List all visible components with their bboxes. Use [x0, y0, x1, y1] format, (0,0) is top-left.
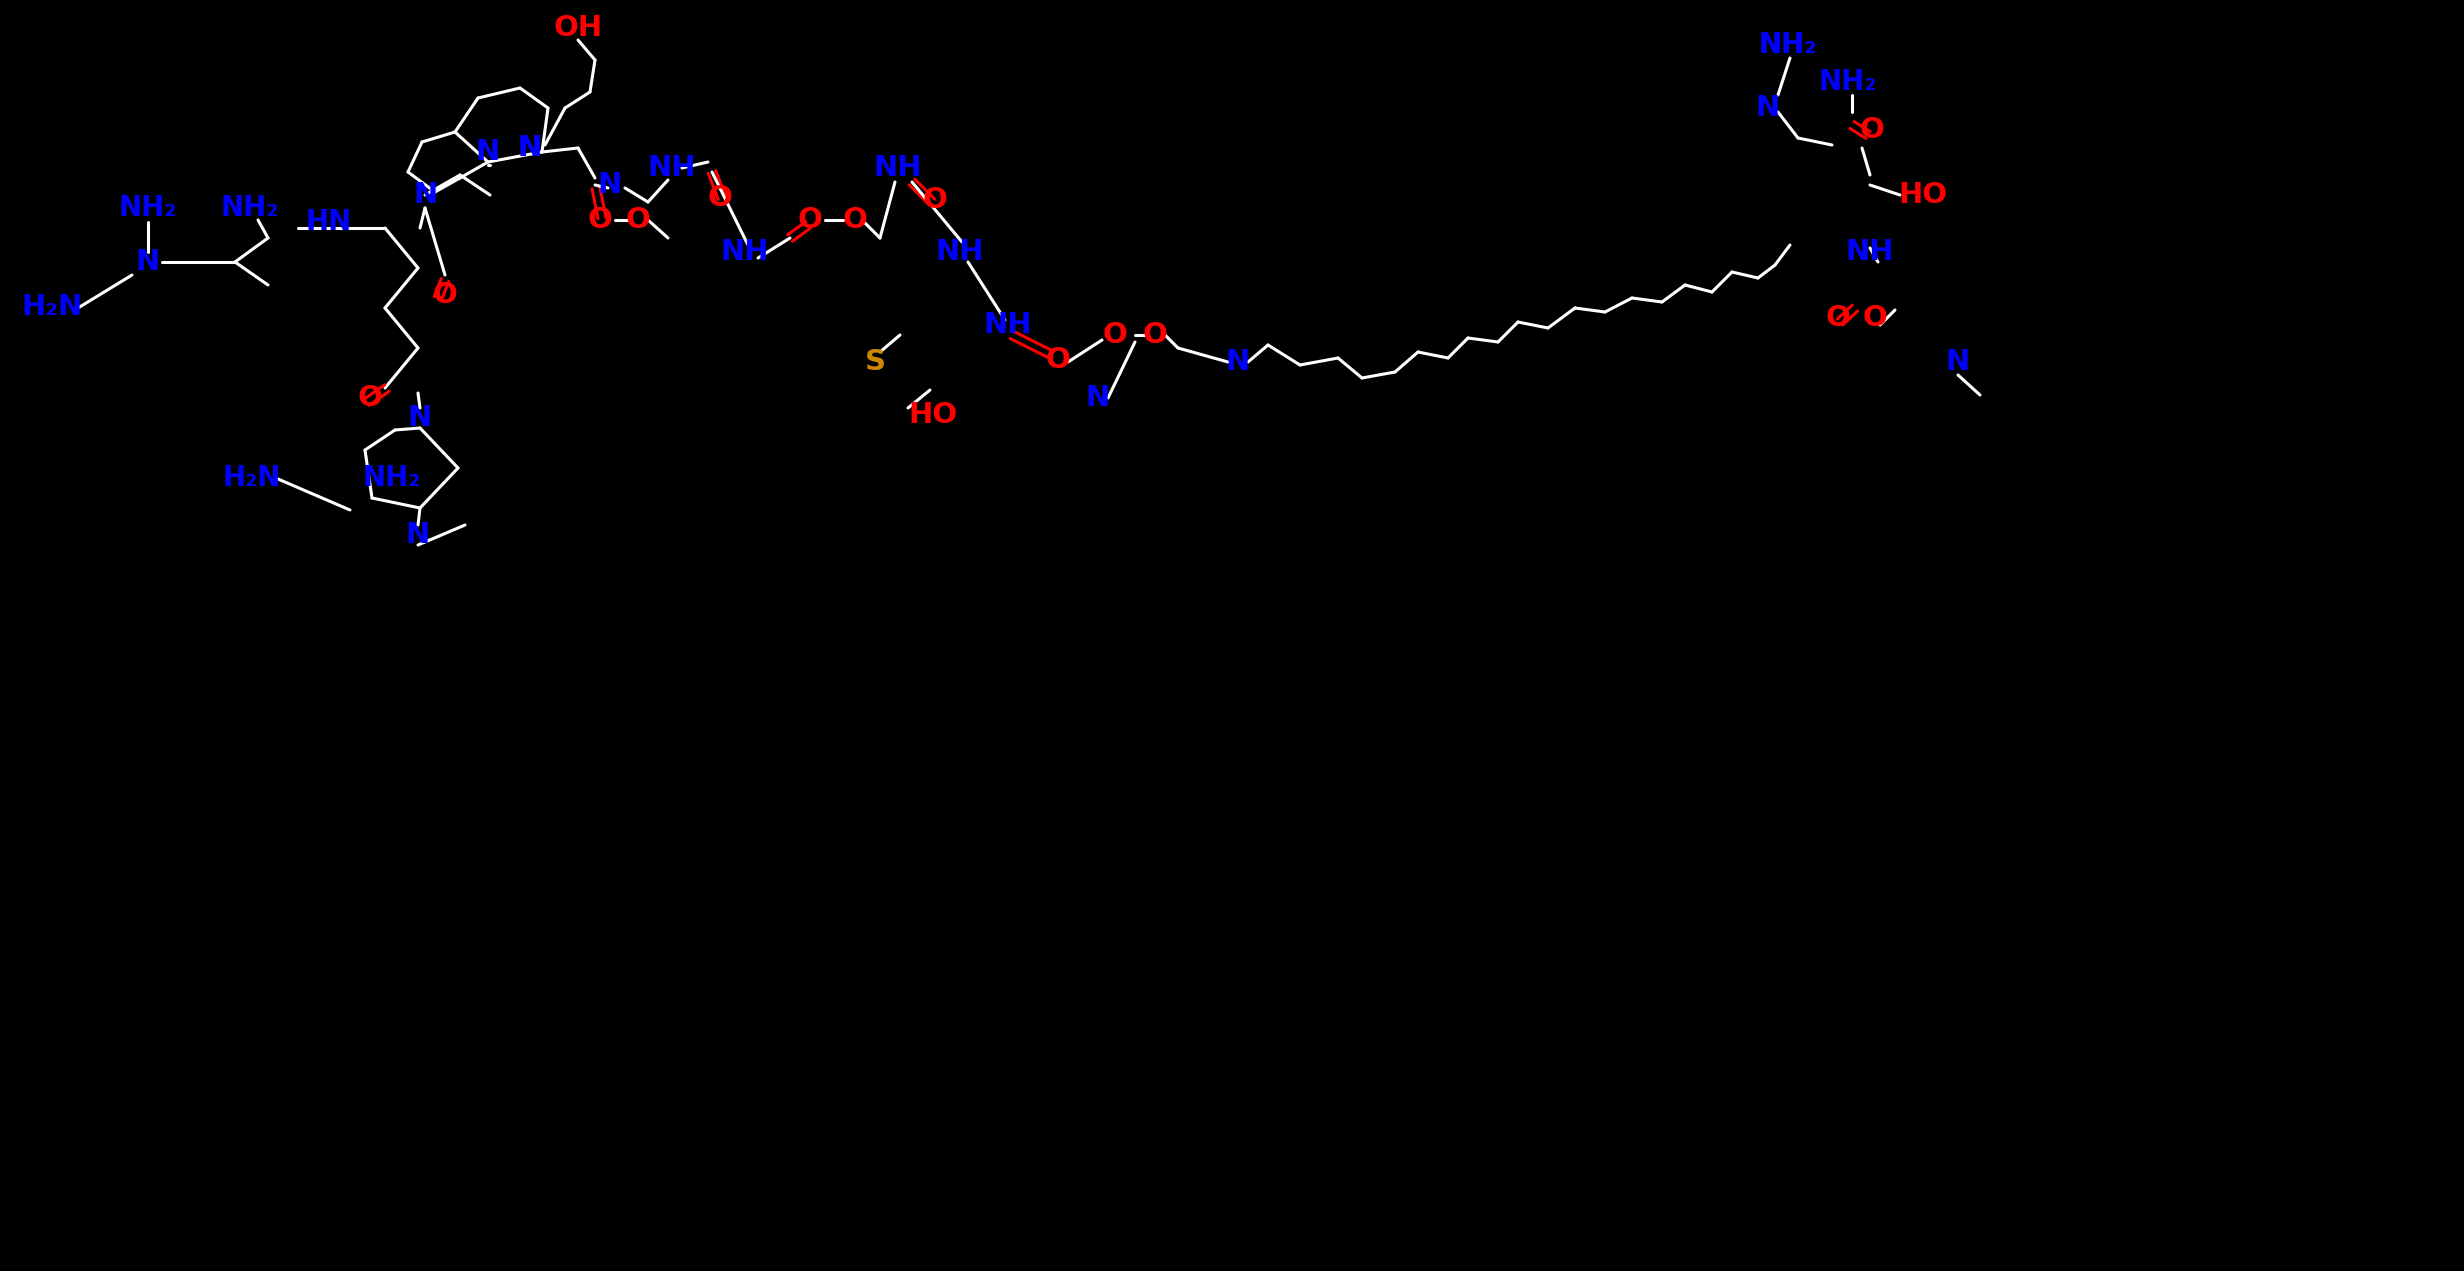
Text: O: O — [1045, 346, 1069, 374]
Text: NH₂: NH₂ — [1759, 31, 1816, 58]
Text: N: N — [476, 139, 500, 167]
Text: O: O — [1826, 304, 1850, 332]
Text: O: O — [434, 281, 458, 309]
Text: N: N — [407, 521, 431, 549]
Text: S: S — [865, 348, 885, 376]
Text: O: O — [843, 206, 867, 234]
Text: O: O — [798, 206, 823, 234]
Text: O: O — [707, 184, 732, 212]
Text: HO: HO — [1897, 180, 1947, 208]
Text: O: O — [1101, 322, 1129, 350]
Text: NH: NH — [722, 238, 769, 266]
Text: NH₂: NH₂ — [1759, 31, 1816, 58]
Text: NH₂: NH₂ — [222, 194, 278, 222]
Text: NH: NH — [1846, 238, 1895, 266]
Text: N: N — [1087, 384, 1111, 412]
Text: N: N — [1227, 348, 1249, 376]
Text: O: O — [922, 186, 949, 214]
Text: NH: NH — [648, 154, 697, 182]
Text: N: N — [1947, 348, 1971, 376]
Text: NH₂: NH₂ — [1818, 69, 1878, 97]
Text: O: O — [357, 384, 382, 412]
Text: HN: HN — [306, 208, 352, 236]
Text: O: O — [1863, 304, 1887, 332]
Text: N: N — [409, 404, 431, 432]
Text: N: N — [599, 172, 621, 200]
Text: HO: HO — [909, 400, 956, 430]
Text: NH₂: NH₂ — [118, 194, 177, 222]
Text: N: N — [517, 133, 542, 161]
Text: O: O — [1860, 116, 1885, 144]
Text: N: N — [517, 133, 542, 161]
Text: O: O — [626, 206, 650, 234]
Text: NH: NH — [983, 311, 1032, 339]
Text: N: N — [414, 180, 436, 208]
Text: NH: NH — [875, 154, 922, 182]
Text: H₂N: H₂N — [22, 294, 84, 322]
Text: N: N — [136, 248, 160, 276]
Text: NH₂: NH₂ — [362, 464, 421, 492]
Text: O: O — [586, 206, 614, 234]
Text: N: N — [1757, 94, 1779, 122]
Text: H₂N: H₂N — [222, 464, 281, 492]
Text: NH: NH — [936, 238, 983, 266]
Text: OH: OH — [554, 14, 604, 42]
Text: O: O — [1143, 322, 1168, 350]
